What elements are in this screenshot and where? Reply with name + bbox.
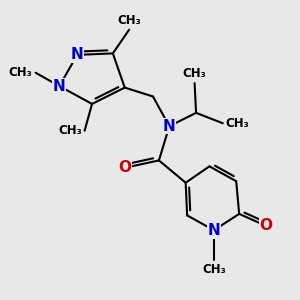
Text: N: N (71, 47, 84, 62)
Text: CH₃: CH₃ (202, 263, 226, 276)
Text: O: O (260, 218, 272, 233)
Text: CH₃: CH₃ (9, 66, 33, 79)
Text: CH₃: CH₃ (226, 117, 250, 130)
Text: N: N (53, 79, 66, 94)
Text: N: N (163, 119, 176, 134)
Text: CH₃: CH₃ (117, 14, 141, 27)
Text: O: O (118, 160, 131, 175)
Text: N: N (208, 223, 220, 238)
Text: CH₃: CH₃ (58, 124, 82, 137)
Text: CH₃: CH₃ (183, 67, 206, 80)
